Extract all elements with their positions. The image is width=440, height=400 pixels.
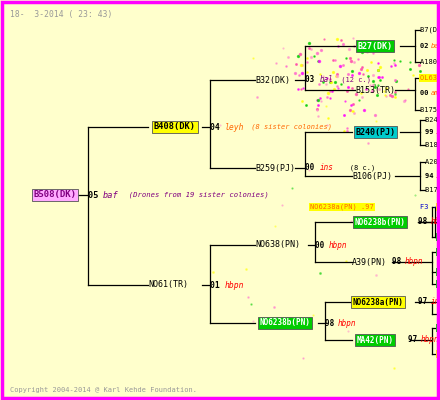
Text: B249(PJ) .97: B249(PJ) .97 <box>425 117 440 123</box>
Text: 99: 99 <box>425 129 438 135</box>
Text: MA42(PN) .97: MA42(PN) .97 <box>437 234 440 240</box>
Text: NO6238a(PN) .97: NO6238a(PN) .97 <box>437 204 440 210</box>
Text: bal: bal <box>320 76 334 84</box>
Text: NO6238a(PN) .97: NO6238a(PN) .97 <box>310 204 374 210</box>
Text: A102(PN) .97: A102(PN) .97 <box>437 249 440 255</box>
Text: B153(TR): B153(TR) <box>355 86 395 94</box>
Text: NO61(TR): NO61(TR) <box>148 280 188 290</box>
Text: ins: ins <box>320 164 334 172</box>
Text: (Drones from 19 sister colonies): (Drones from 19 sister colonies) <box>120 192 269 198</box>
Text: hbpn: hbpn <box>329 240 348 250</box>
Text: NO638(PN): NO638(PN) <box>255 240 300 250</box>
Text: B188(PJ) .96: B188(PJ) .96 <box>425 142 440 148</box>
Text: 01: 01 <box>210 280 225 290</box>
Text: MA42(PN) .97: MA42(PN) .97 <box>437 269 440 275</box>
Text: hbpn: hbpn <box>405 258 423 266</box>
Text: hbpn: hbpn <box>225 280 245 290</box>
Text: A208(PJ) .92: A208(PJ) .92 <box>425 159 440 165</box>
Text: leyh: leyh <box>225 122 245 132</box>
Text: NO6238b(PN): NO6238b(PN) <box>355 218 405 226</box>
Text: hbpn: hbpn <box>338 318 356 328</box>
Text: B171(PJ) .91: B171(PJ) .91 <box>425 187 440 193</box>
Text: A180(TR) .00: A180(TR) .00 <box>420 59 440 65</box>
Text: 03: 03 <box>305 76 319 84</box>
Text: B387a(PN) .95: B387a(PN) .95 <box>437 351 440 357</box>
Text: Copyright 2004-2014 @ Karl Kehde Foundation.: Copyright 2004-2014 @ Karl Kehde Foundat… <box>10 387 197 393</box>
Text: 05: 05 <box>88 190 104 200</box>
Text: 98: 98 <box>437 259 440 265</box>
Text: NO62a(PN) .94: NO62a(PN) .94 <box>437 311 440 317</box>
Text: B106(PJ): B106(PJ) <box>352 172 392 180</box>
Text: ami: ami <box>431 90 440 96</box>
Text: 94: 94 <box>425 173 438 179</box>
Text: bal: bal <box>431 43 440 49</box>
Text: baf: baf <box>103 190 119 200</box>
Text: (8 sister colonies): (8 sister colonies) <box>247 124 332 130</box>
Text: 98: 98 <box>392 258 406 266</box>
Text: B27(DK): B27(DK) <box>357 42 392 50</box>
Text: B259(PJ): B259(PJ) <box>255 164 295 172</box>
Text: 00: 00 <box>305 164 319 172</box>
Text: (12 c.): (12 c.) <box>337 77 371 83</box>
Text: ins: ins <box>436 129 440 135</box>
Text: 00: 00 <box>420 90 433 96</box>
Text: 00: 00 <box>315 240 329 250</box>
Text: ins: ins <box>431 298 440 306</box>
Text: B32(DK): B32(DK) <box>255 76 290 84</box>
Text: 98: 98 <box>437 219 440 225</box>
Text: 04: 04 <box>210 122 225 132</box>
Text: hbpn: hbpn <box>421 336 440 344</box>
Text: NO6238a(PN): NO6238a(PN) <box>352 298 403 306</box>
Text: F3 -NO6294R: F3 -NO6294R <box>420 204 440 210</box>
Text: 97: 97 <box>418 298 432 306</box>
Text: (8 c.): (8 c.) <box>337 165 375 171</box>
Text: hbpn: hbpn <box>431 218 440 226</box>
Text: 02: 02 <box>420 43 433 49</box>
Text: 97: 97 <box>437 337 440 343</box>
Text: 18-  3-2014 ( 23: 43): 18- 3-2014 ( 23: 43) <box>10 10 112 19</box>
Text: 97: 97 <box>437 299 440 305</box>
Text: NO6238b(PN): NO6238b(PN) <box>260 318 311 328</box>
Text: B7(DK) .99: B7(DK) .99 <box>420 27 440 33</box>
Text: 98: 98 <box>325 318 339 328</box>
Text: B408(DK): B408(DK) <box>154 122 196 132</box>
Text: B175(TR) .95: B175(TR) .95 <box>420 107 440 113</box>
Text: 97: 97 <box>408 336 422 344</box>
Text: MA42a(PN) .96: MA42a(PN) .96 <box>437 325 440 331</box>
Text: MA42(PN): MA42(PN) <box>356 336 393 344</box>
Text: A39(PN): A39(PN) <box>352 258 387 266</box>
Text: ins: ins <box>436 173 440 179</box>
Text: 98: 98 <box>418 218 432 226</box>
Text: OL63(TR) .99: OL63(TR) .99 <box>420 75 440 81</box>
Text: B508(DK): B508(DK) <box>33 190 77 200</box>
Text: NO62b(PN) .96: NO62b(PN) .96 <box>437 281 440 287</box>
Text: B240(PJ): B240(PJ) <box>355 128 395 136</box>
